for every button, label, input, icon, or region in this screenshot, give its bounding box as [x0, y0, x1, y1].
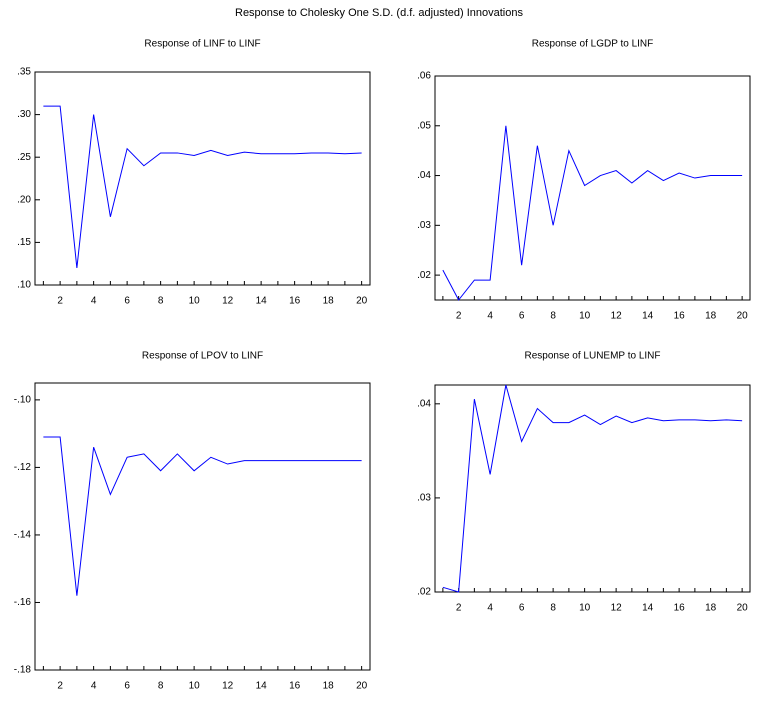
x-tick-label: 16 — [289, 681, 301, 692]
x-tick-label: 16 — [289, 296, 301, 307]
x-tick-label: 18 — [705, 603, 717, 614]
x-tick-label: 6 — [519, 311, 525, 322]
y-tick-label: -.14 — [14, 530, 32, 541]
y-tick-label: .20 — [17, 194, 31, 205]
series-line — [442, 384, 743, 593]
plot-frame — [434, 384, 751, 593]
x-tick-label: 14 — [642, 603, 654, 614]
y-tick-label: -.10 — [14, 395, 32, 406]
plot-frame — [34, 382, 371, 671]
x-tick-label: 18 — [323, 296, 335, 307]
panel-title: Response of LPOV to LINF — [142, 351, 263, 362]
x-tick-label: 20 — [737, 603, 749, 614]
x-tick-label: 18 — [705, 311, 717, 322]
x-tick-label: 14 — [642, 311, 654, 322]
panel-title: Response of LUNEMP to LINF — [525, 351, 661, 362]
y-tick-label: .02 — [417, 587, 431, 598]
x-tick-label: 12 — [611, 603, 623, 614]
series-line — [43, 436, 362, 596]
x-tick-label: 6 — [124, 296, 130, 307]
x-tick-label: 8 — [550, 603, 556, 614]
x-tick-label: 14 — [256, 296, 268, 307]
x-tick-label: 20 — [356, 296, 368, 307]
x-tick-label: 4 — [487, 311, 493, 322]
y-tick-label: .04 — [417, 398, 431, 409]
x-tick-label: 16 — [674, 311, 686, 322]
x-tick-label: 20 — [737, 311, 749, 322]
y-tick-label: .10 — [17, 280, 31, 291]
x-tick-label: 18 — [323, 681, 335, 692]
x-tick-label: 8 — [550, 311, 556, 322]
x-tick-label: 2 — [57, 681, 63, 692]
panel-title: Response of LINF to LINF — [144, 39, 260, 50]
x-tick-label: 10 — [579, 603, 591, 614]
x-tick-label: 8 — [158, 296, 164, 307]
x-tick-label: 12 — [222, 296, 234, 307]
y-tick-label: -.12 — [14, 462, 32, 473]
x-tick-label: 6 — [519, 603, 525, 614]
x-tick-label: 4 — [91, 296, 97, 307]
panel-title: Response of LGDP to LINF — [532, 39, 654, 50]
y-tick-label: .03 — [417, 220, 431, 231]
y-tick-label: .02 — [417, 270, 431, 281]
x-tick-label: 4 — [91, 681, 97, 692]
x-tick-label: 6 — [124, 681, 130, 692]
x-tick-label: 10 — [189, 681, 201, 692]
y-tick-label: -.18 — [14, 665, 32, 676]
y-tick-label: .04 — [417, 170, 431, 181]
x-tick-label: 14 — [256, 681, 268, 692]
plot-frame — [434, 75, 751, 301]
x-tick-label: 8 — [158, 681, 164, 692]
x-tick-label: 20 — [356, 681, 368, 692]
x-tick-label: 4 — [487, 603, 493, 614]
x-tick-label: 2 — [456, 311, 462, 322]
x-tick-label: 16 — [674, 603, 686, 614]
figure-title: Response to Cholesky One S.D. (d.f. adju… — [235, 7, 523, 19]
y-tick-label: .15 — [17, 237, 31, 248]
series-line — [43, 105, 362, 269]
x-tick-label: 12 — [222, 681, 234, 692]
x-tick-label: 2 — [57, 296, 63, 307]
x-tick-label: 10 — [189, 296, 201, 307]
y-tick-label: .05 — [417, 120, 431, 131]
y-tick-label: .35 — [17, 67, 31, 78]
y-tick-label: .25 — [17, 152, 31, 163]
series-line — [442, 125, 743, 301]
x-tick-label: 2 — [456, 603, 462, 614]
x-tick-label: 10 — [579, 311, 591, 322]
y-tick-label: .03 — [417, 493, 431, 504]
x-tick-label: 12 — [611, 311, 623, 322]
plot-frame — [34, 71, 371, 286]
y-tick-label: -.16 — [14, 597, 32, 608]
y-tick-label: .30 — [17, 109, 31, 120]
y-tick-label: .06 — [417, 71, 431, 82]
